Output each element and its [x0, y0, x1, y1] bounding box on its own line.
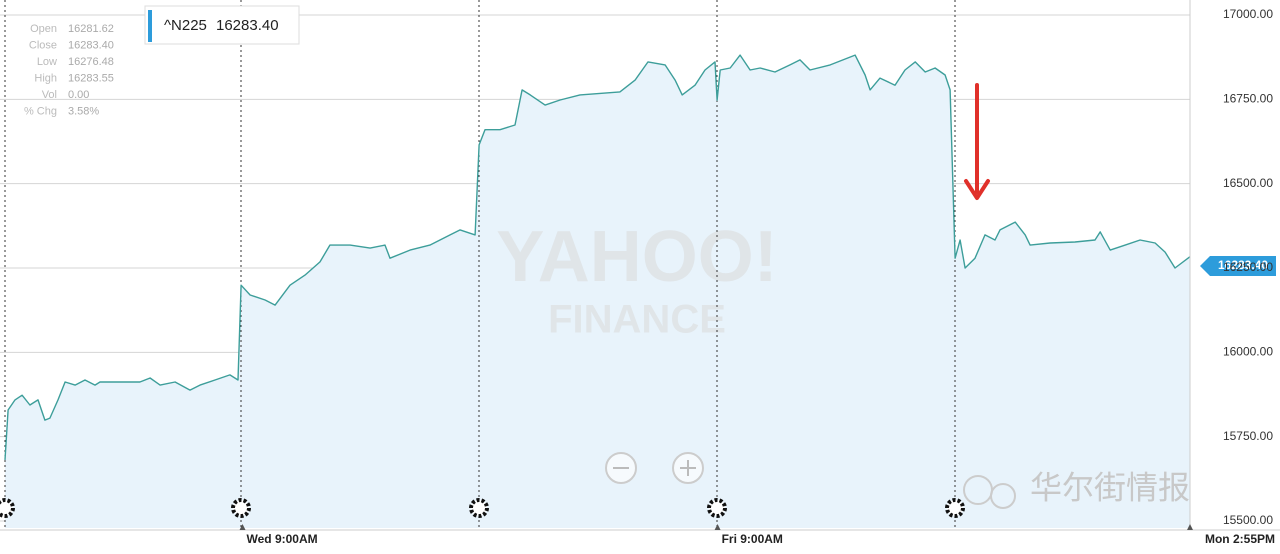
- marker[interactable]: [707, 498, 727, 518]
- x-tick: [239, 524, 246, 530]
- panel-label: Close: [29, 39, 57, 51]
- panel-label: Vol: [42, 89, 57, 101]
- marker[interactable]: [0, 498, 15, 518]
- panel-value: 16283.40: [68, 39, 114, 51]
- panel-label: % Chg: [24, 105, 57, 117]
- wechat-icon: [990, 483, 1016, 509]
- axes: 15500.00 15750.00 16000.00 16250.00 16500.00…: [239, 7, 1275, 546]
- panel-value: 16283.55: [68, 72, 114, 84]
- y-tick-label: 15500.00: [1223, 513, 1273, 527]
- area-fill: [5, 55, 1190, 528]
- panel-value: 16276.48: [68, 56, 114, 68]
- y-tick-label: 16750.00: [1223, 92, 1273, 106]
- watermark: FINANCE: [548, 298, 726, 342]
- y-tick-label: 16250.00: [1223, 260, 1273, 274]
- x-tick: [714, 524, 721, 530]
- marker[interactable]: [945, 498, 965, 518]
- legend: ^N225 16283.40: [144, 5, 300, 45]
- info-panel: Open 16281.62 Close 16283.40 Low 16276.48 High…: [24, 23, 114, 118]
- panel-value: 3.58%: [68, 105, 99, 117]
- watermark: YAHOO!: [496, 217, 777, 297]
- y-tick-label: 15750.00: [1223, 429, 1273, 443]
- legend-value: 16283.40: [216, 17, 279, 34]
- price-line: [4, 54, 1191, 460]
- session-separators: [4, 0, 956, 528]
- marker[interactable]: [231, 498, 251, 518]
- last-price-box: [1200, 256, 1276, 276]
- x-tick-label: Mon 2:55PM: [1205, 532, 1275, 546]
- arrow-head: [964, 179, 990, 200]
- last-price: 16283.40: [1200, 256, 1276, 276]
- area-layer: [5, 55, 1190, 528]
- x-tick-label: Wed 9:00AM: [247, 532, 318, 546]
- y-tick-label: 17000.00: [1223, 7, 1273, 21]
- marker[interactable]: [469, 498, 489, 518]
- panel-value: 0.00: [68, 89, 89, 101]
- last-price-label: 16283.40: [1218, 258, 1268, 272]
- zoom-in[interactable]: [672, 452, 704, 484]
- session-markers: [0, 498, 965, 518]
- panel-label: High: [34, 72, 57, 84]
- y-tick-label: 16500.00: [1223, 176, 1273, 190]
- panel-label: Open: [30, 23, 57, 35]
- zoom-out[interactable]: [605, 452, 637, 484]
- panel-label: Low: [37, 56, 57, 68]
- x-tick: [1187, 524, 1193, 530]
- source-watermark-text: 华尔街情报: [1030, 469, 1190, 505]
- line-layer: [4, 54, 1191, 460]
- y-tick-label: 16000.00: [1223, 345, 1273, 359]
- legend-swatch: [148, 10, 152, 42]
- legend-box: [144, 5, 300, 45]
- source-watermark: 华尔街情报: [963, 469, 1190, 509]
- red-arrow: [964, 83, 990, 200]
- x-tick-label: Fri 9:00AM: [722, 532, 783, 546]
- panel-value: 16281.62: [68, 23, 114, 35]
- legend-series-name: ^N225: [164, 17, 207, 34]
